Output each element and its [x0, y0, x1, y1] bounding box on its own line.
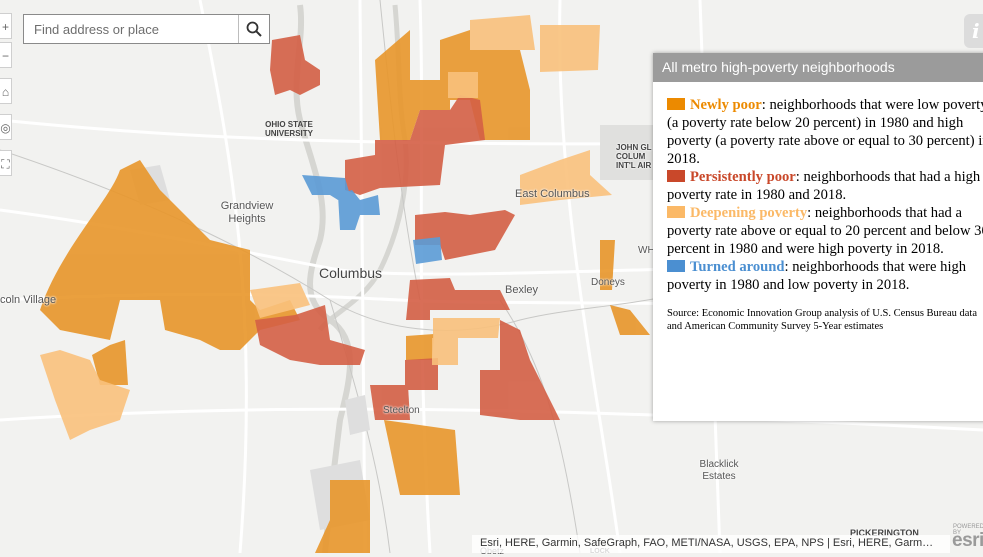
label-columbus: Columbus: [319, 265, 383, 281]
river: [293, 4, 353, 553]
tract-newly-poor[interactable]: [92, 340, 128, 385]
label-grandview: Grandview Heights: [220, 200, 274, 225]
tract-persistently-poor[interactable]: [270, 35, 320, 95]
swatch-deepening-poverty: [667, 206, 685, 218]
tract-deepening-poverty[interactable]: [433, 318, 500, 338]
legend-label: Deepening poverty: [690, 205, 808, 221]
tract-deepening-poverty[interactable]: [520, 150, 612, 205]
tract-newly-poor[interactable]: [600, 240, 615, 290]
tract-deepening-poverty[interactable]: [470, 15, 535, 50]
home-button[interactable]: ⌂: [0, 78, 12, 104]
tract-newly-poor[interactable]: [406, 334, 434, 360]
legend-desc: : neighborhoods that were high poverty i…: [667, 259, 967, 293]
tract-newly-poor[interactable]: [40, 160, 300, 350]
industrial-area: [345, 395, 370, 435]
legend-source: Source: Economic Innovation Group analys…: [667, 308, 977, 332]
legend-body: Newly poor: neighborhoods that were low …: [653, 82, 983, 333]
search-icon: [246, 21, 262, 37]
esri-logo[interactable]: POWERED BY esri: [949, 524, 983, 553]
legend-item-turned-around: Turned around: neighborhoods that were h…: [667, 258, 983, 294]
zoom-in-button[interactable]: +: [0, 13, 12, 39]
tract-persistently-poor[interactable]: [255, 305, 365, 365]
airport-area: [600, 125, 655, 180]
tract-deepening-poverty[interactable]: [432, 338, 458, 365]
tract-deepening-poverty[interactable]: [448, 72, 478, 98]
tract-deepening-poverty[interactable]: [250, 283, 310, 318]
tract-turned-around[interactable]: [302, 175, 350, 200]
locate-button[interactable]: ◎: [0, 114, 12, 140]
label-airport: JOHN GL COLUM INT'L AIR: [616, 143, 652, 170]
legend-desc: : neighborhoods that had a poverty rate …: [667, 205, 983, 257]
tract-persistently-poor[interactable]: [406, 278, 510, 320]
search-box: [23, 14, 270, 44]
legend-desc: : neighborhoods that were low poverty (a…: [667, 97, 983, 167]
deepening-poverty-layer: [40, 15, 612, 440]
label-doneys: Doneys: [591, 277, 625, 288]
label-pickerington: PICKERINGTON: [850, 528, 919, 538]
label-ohio-state-2: UNIVERSITY: [265, 129, 314, 138]
info-button[interactable]: i: [964, 14, 983, 48]
label-bexley: Bexley: [505, 284, 539, 296]
map-attribution[interactable]: Esri, HERE, Garmin, SafeGraph, FAO, METI…: [472, 535, 950, 553]
tract-persistently-poor[interactable]: [345, 95, 485, 195]
label-steelton: Steelton: [383, 405, 420, 416]
label-blacklick: Blacklick Estates: [699, 459, 739, 482]
label-ohio-state: OHIO STATE: [265, 120, 313, 129]
turned-around-layer: [302, 175, 442, 264]
zoom-out-button[interactable]: −: [0, 42, 12, 68]
tract-newly-poor[interactable]: [610, 305, 650, 335]
label-wh: WH: [638, 245, 655, 256]
swatch-turned-around: [667, 260, 685, 272]
label-east-columbus: East Columbus: [515, 188, 590, 200]
legend-label: Turned around: [690, 259, 785, 275]
swatch-newly-poor: [667, 98, 685, 110]
legend-desc: : neighborhoods that had a high poverty …: [667, 169, 981, 203]
tract-deepening-poverty[interactable]: [40, 350, 130, 440]
legend-panel: All metro high-poverty neighborhoods New…: [653, 53, 983, 421]
tract-deepening-poverty[interactable]: [540, 25, 600, 72]
tract-newly-poor[interactable]: [315, 480, 370, 553]
esri-logo-text: esri: [952, 530, 983, 551]
legend-item-persistently-poor: Persistently poor: neighborhoods that ha…: [667, 168, 983, 204]
legend-label: Newly poor: [690, 97, 762, 113]
search-input[interactable]: [24, 15, 238, 43]
tract-turned-around[interactable]: [338, 190, 380, 230]
info-icon: i: [972, 19, 980, 43]
tract-persistently-poor[interactable]: [480, 320, 560, 420]
tract-persistently-poor[interactable]: [415, 210, 515, 260]
newly-poor-layer: [40, 30, 650, 553]
tract-persistently-poor[interactable]: [405, 358, 438, 390]
label-lincoln-village: coln Village: [0, 294, 57, 306]
legend-title: All metro high-poverty neighborhoods: [653, 53, 983, 82]
persistently-poor-layer: [255, 35, 560, 420]
tract-newly-poor[interactable]: [384, 420, 460, 495]
legend-item-newly-poor: Newly poor: neighborhoods that were low …: [667, 96, 983, 168]
swatch-persistently-poor: [667, 170, 685, 182]
search-button[interactable]: [238, 15, 269, 43]
legend-label: Persistently poor: [690, 169, 796, 185]
powered-by-label: POWERED BY: [953, 524, 983, 536]
tract-persistently-poor[interactable]: [370, 385, 410, 420]
fullscreen-button[interactable]: ⛶: [0, 150, 12, 176]
tract-turned-around[interactable]: [413, 237, 442, 264]
legend-item-deepening-poverty: Deepening poverty: neighborhoods that ha…: [667, 204, 983, 258]
